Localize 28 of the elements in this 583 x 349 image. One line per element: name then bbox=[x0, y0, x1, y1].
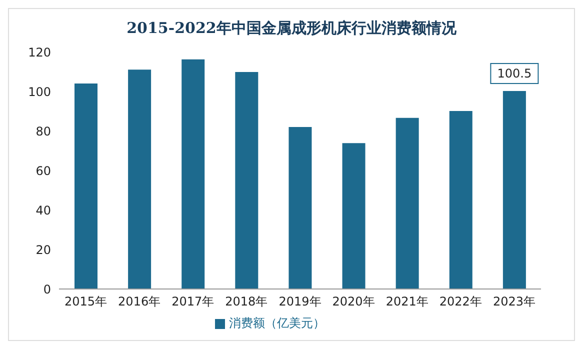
chart-title: 2015-2022年中国金属成形机床行业消费额情况 bbox=[126, 18, 458, 38]
data-label: 100.5 bbox=[497, 66, 532, 81]
x-tick-label: 2021年 bbox=[386, 294, 428, 309]
bar bbox=[341, 142, 366, 289]
y-tick-label: 40 bbox=[36, 203, 51, 218]
bar bbox=[502, 90, 527, 289]
y-tick-label: 80 bbox=[36, 124, 51, 138]
y-tick-label: 0 bbox=[43, 282, 51, 296]
x-tick-label: 2023年 bbox=[492, 294, 536, 309]
y-tick-label: 60 bbox=[36, 164, 51, 178]
bar bbox=[127, 68, 152, 289]
y-tick-label: 100 bbox=[28, 84, 51, 99]
x-tick-label: 2022年 bbox=[439, 294, 482, 309]
bar bbox=[180, 58, 206, 289]
y-tick-label: 120 bbox=[28, 45, 51, 60]
x-tick-label: 2015年 bbox=[64, 294, 108, 309]
y-tick-label: 20 bbox=[36, 242, 51, 257]
bar bbox=[73, 82, 98, 289]
bar bbox=[394, 116, 420, 289]
bar bbox=[288, 126, 313, 289]
x-tick-label: 2020年 bbox=[332, 294, 375, 309]
x-tick-label: 2019年 bbox=[278, 294, 322, 309]
bar bbox=[234, 71, 260, 289]
legend-label: 消费额（亿美元） bbox=[229, 316, 325, 330]
x-tick-label: 2016年 bbox=[118, 294, 161, 309]
x-tick-label: 2017年 bbox=[172, 294, 214, 309]
x-tick-label: 2018年 bbox=[225, 294, 268, 309]
bar bbox=[448, 110, 474, 289]
